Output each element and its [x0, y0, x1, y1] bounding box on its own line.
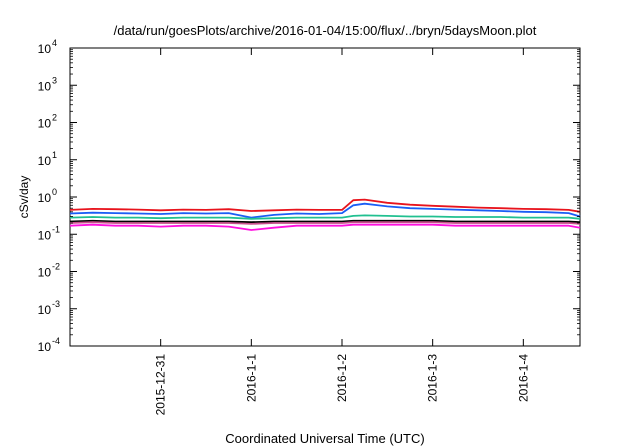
- x-tick-label: 2016-1-3: [426, 354, 440, 402]
- y-tick-exponent: 1: [52, 150, 57, 160]
- y-tick-label: 10: [38, 117, 52, 131]
- series-line: [69, 219, 581, 224]
- series-line: [69, 214, 581, 220]
- y-tick-label: 10: [38, 228, 52, 242]
- series-line: [69, 223, 581, 231]
- y-tick-label: 10: [38, 266, 52, 280]
- series-line: [69, 198, 581, 213]
- y-tick-label: 10: [38, 191, 52, 205]
- series-layer: [69, 198, 581, 231]
- y-axis-label: cSv/day: [17, 176, 31, 219]
- y-tick-exponent: -3: [52, 299, 60, 309]
- y-tick-exponent: -2: [52, 262, 60, 272]
- x-tick-label: 2015-12-31: [154, 354, 168, 416]
- y-tick-exponent: 3: [52, 75, 57, 85]
- y-tick-exponent: -4: [52, 336, 60, 346]
- y-tick-label: 10: [38, 79, 52, 93]
- y-tick-label: 10: [38, 42, 52, 56]
- y-tick-label: 10: [38, 154, 52, 168]
- x-axis: 2015-12-31 2016-1-1 2016-1-2 2016-1-3 2016-1…: [154, 48, 530, 416]
- x-tick-label: 2016-1-2: [335, 354, 349, 402]
- y-tick-label: 10: [38, 340, 52, 354]
- y-tick-label: 10: [38, 303, 52, 317]
- y-tick-exponent: 2: [52, 113, 57, 123]
- series-line: [69, 202, 581, 219]
- plot-frame: [69, 47, 581, 347]
- chart-title: /data/run/goesPlots/archive/2016-01-04/1…: [114, 23, 537, 38]
- x-tick-label: 2016-1-1: [244, 354, 258, 402]
- y-tick-exponent: 4: [52, 38, 57, 48]
- x-axis-label: Coordinated Universal Time (UTC): [225, 431, 424, 446]
- y-tick-exponent: 0: [52, 187, 57, 197]
- series-line: [69, 221, 581, 225]
- x-tick-label: 2016-1-4: [516, 354, 530, 402]
- y-tick-exponent: -1: [52, 224, 60, 234]
